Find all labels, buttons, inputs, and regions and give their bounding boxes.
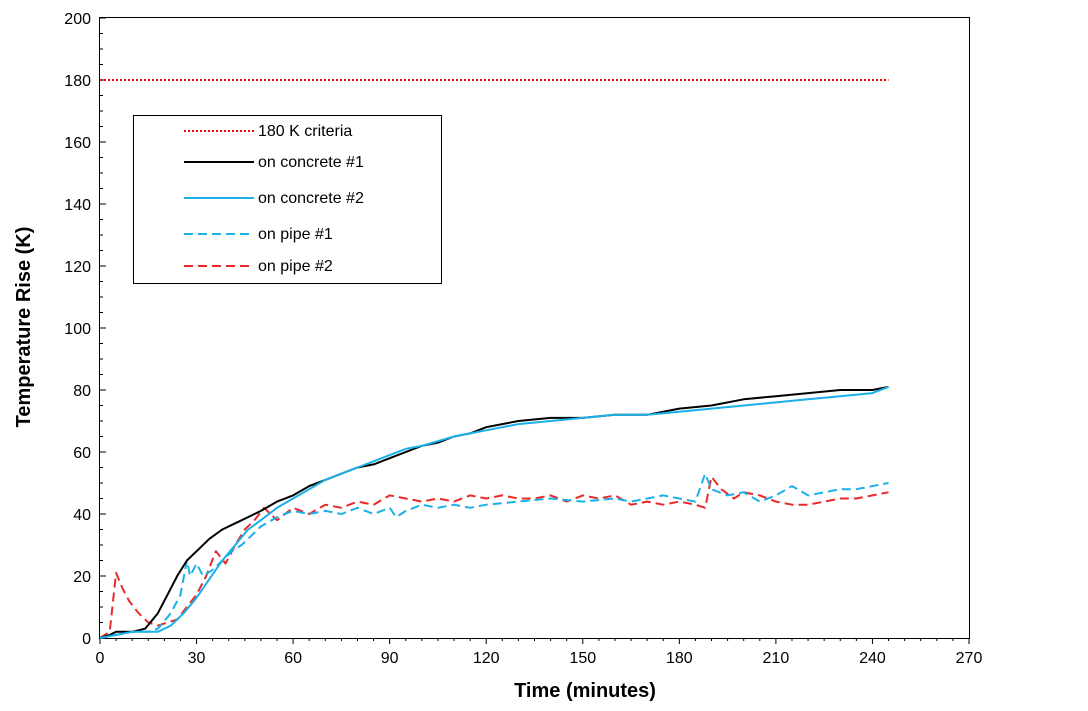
y-tick-label: 80 <box>73 383 91 400</box>
y-tick-label: 60 <box>73 445 91 462</box>
x-tick-label: 60 <box>284 650 302 667</box>
legend-box <box>133 115 442 284</box>
x-axis-title: Time (minutes) <box>514 680 656 702</box>
y-axis: 0 20 40 60 80 100 120 140 160 180 200 <box>64 11 106 648</box>
y-tick-label: 200 <box>64 11 91 28</box>
x-tick-label: 30 <box>188 650 206 667</box>
x-tick-label: 240 <box>859 650 886 667</box>
x-tick-label: 120 <box>473 650 500 667</box>
x-tick-label: 180 <box>666 650 693 667</box>
y-tick-label: 120 <box>64 259 91 276</box>
series-concrete-1-line <box>99 385 889 639</box>
legend-swatches <box>184 130 254 267</box>
y-tick-label: 180 <box>64 73 91 90</box>
y-axis-title: Temperature Rise (K) <box>13 227 35 428</box>
x-tick-label: 270 <box>956 650 983 667</box>
y-tick-label: 160 <box>64 135 91 152</box>
legend-label-criteria: 180 K criteria <box>258 123 352 140</box>
legend: 180 K criteria on concrete #1 on concret… <box>133 115 442 284</box>
x-axis: 0 30 60 90 120 150 180 210 240 270 <box>96 638 983 667</box>
y-tick-label: 20 <box>73 569 91 586</box>
legend-label-pipe-2: on pipe #2 <box>258 258 333 275</box>
y-tick-label: 100 <box>64 321 91 338</box>
y-tick-label: 140 <box>64 197 91 214</box>
y-tick-label: 0 <box>82 631 91 648</box>
x-tick-label: 150 <box>569 650 596 667</box>
x-tick-label: 210 <box>763 650 790 667</box>
legend-label-concrete-2: on concrete #2 <box>258 190 364 207</box>
x-tick-label: 0 <box>96 650 105 667</box>
legend-label-pipe-1: on pipe #1 <box>258 226 333 243</box>
series-concrete-2-line <box>99 385 889 639</box>
series-layer <box>99 79 889 639</box>
legend-label-concrete-1: on concrete #1 <box>258 154 364 171</box>
series-pipe-2-line <box>99 475 889 639</box>
series-pipe-1-line <box>99 472 889 639</box>
x-tick-label: 90 <box>381 650 399 667</box>
y-tick-label: 40 <box>73 507 91 524</box>
